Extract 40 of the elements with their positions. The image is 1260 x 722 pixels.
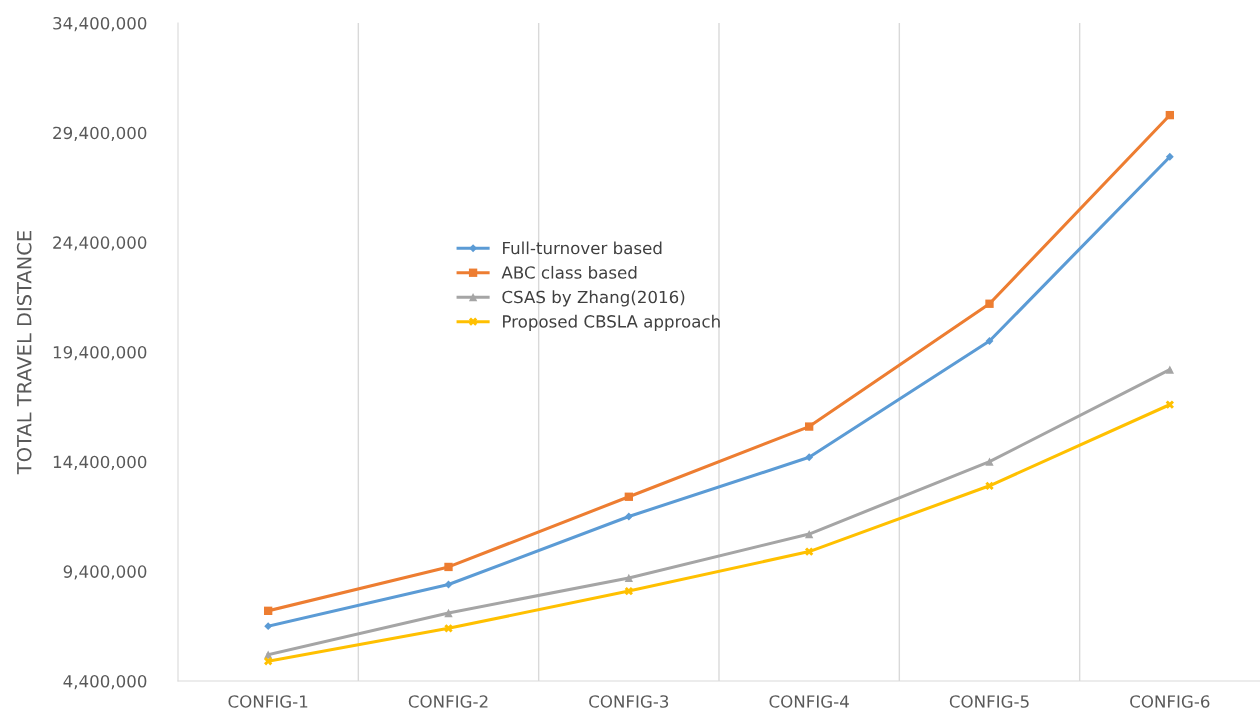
point xyxy=(805,547,814,556)
point xyxy=(1165,110,1174,120)
point xyxy=(1165,152,1174,161)
point xyxy=(624,586,633,596)
y-tick-label: 24,400,000 xyxy=(53,236,147,251)
point xyxy=(985,299,994,308)
y-tick-label: 29,400,000 xyxy=(53,126,147,141)
point xyxy=(805,529,814,539)
x-tick-label: CONFIG-1 xyxy=(228,695,308,708)
point xyxy=(624,492,633,501)
point xyxy=(805,422,814,431)
legend-label: Full-turnover based xyxy=(503,241,662,255)
point xyxy=(624,512,633,521)
point xyxy=(264,657,273,666)
x-tick-label: CONFIG-2 xyxy=(408,695,488,708)
x-tick-label: CONFIG-4 xyxy=(769,695,849,708)
y-tick-label: 34,400,000 xyxy=(53,16,147,32)
point xyxy=(1165,365,1174,374)
x-tick-label: CONFIG-6 xyxy=(1130,695,1210,708)
point xyxy=(1165,400,1174,409)
x-tick-label: CONFIG-5 xyxy=(949,695,1029,708)
point xyxy=(264,606,273,615)
point xyxy=(985,457,994,466)
y-tick-label: 9,400,000 xyxy=(63,565,147,580)
point xyxy=(444,562,453,572)
point xyxy=(444,624,453,633)
x-tick-label: CONFIG-3 xyxy=(589,695,669,708)
point xyxy=(985,337,994,345)
y-tick-label: 4,400,000 xyxy=(63,674,147,690)
legend-label: Proposed CBSLA approach xyxy=(503,314,720,331)
point xyxy=(805,453,814,462)
point xyxy=(444,608,453,618)
legend-label: CSAS by Zhang(2016) xyxy=(502,290,685,307)
point xyxy=(985,481,994,490)
y-axis-title: TOTAL TRAVEL DISTANCE xyxy=(16,231,32,475)
legend-label: ABC class based xyxy=(501,265,637,279)
y-tick-label: 19,400,000 xyxy=(53,345,147,361)
point xyxy=(264,622,273,631)
y-tick-label: 14,400,000 xyxy=(53,455,147,470)
point xyxy=(624,573,633,583)
